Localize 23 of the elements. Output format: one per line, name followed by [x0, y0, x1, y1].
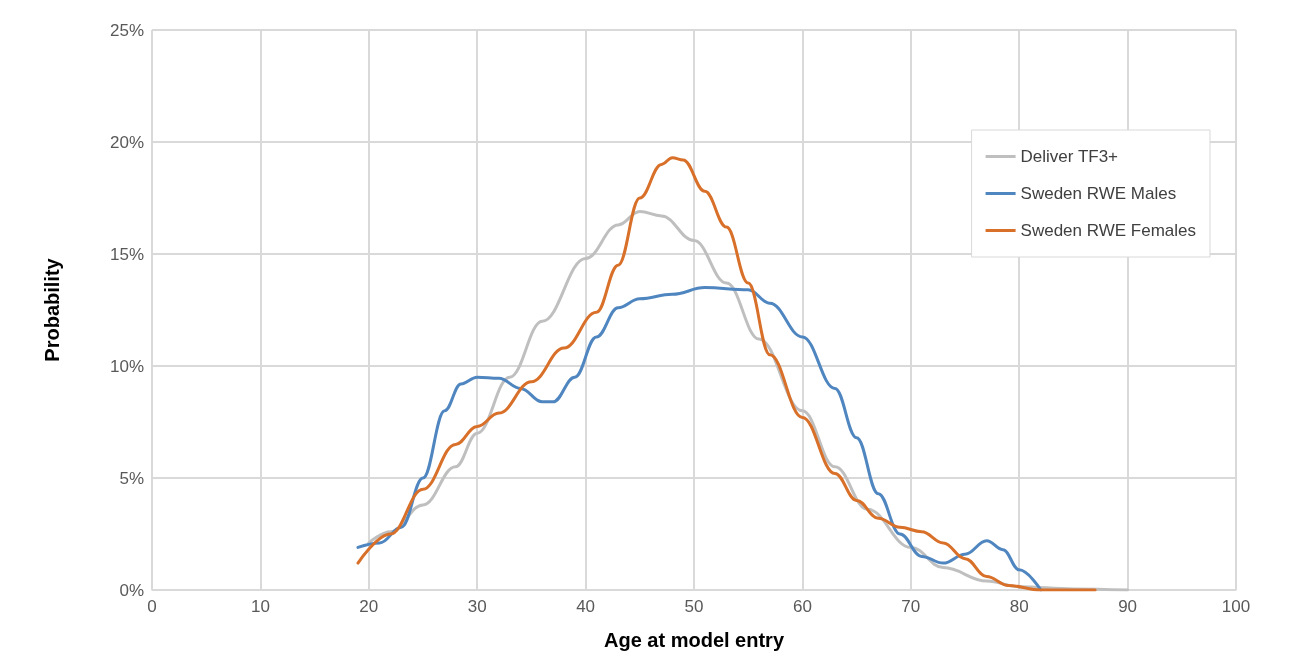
- x-tick-label: 10: [250, 597, 270, 616]
- x-tick-label: 30: [467, 597, 487, 616]
- y-tick-label: 25%: [109, 20, 144, 40]
- y-tick-label: 15%: [109, 244, 144, 264]
- x-axis-title: Age at model entry: [603, 629, 785, 651]
- y-tick-label: 10%: [109, 356, 144, 376]
- legend-label: Deliver TF3+: [1020, 147, 1119, 166]
- x-tick-label: 40: [576, 597, 596, 616]
- x-tick-label: 0: [147, 597, 157, 616]
- y-tick-label: 5%: [119, 468, 144, 488]
- y-tick-label: 0%: [119, 580, 144, 600]
- x-tick-label: 20: [359, 597, 379, 616]
- x-tick-label: 80: [1009, 597, 1029, 616]
- x-tick-label: 50: [684, 597, 704, 616]
- line-series: [356, 286, 1043, 592]
- x-tick-label: 60: [792, 597, 812, 616]
- x-tick-label: 90: [1118, 597, 1138, 616]
- y-axis-title: Probability: [41, 257, 63, 362]
- y-tick-label: 20%: [109, 132, 144, 152]
- legend-label: Sweden RWE Males: [1020, 184, 1177, 203]
- x-tick-label: 70: [901, 597, 921, 616]
- x-tick-label: 100: [1221, 597, 1251, 616]
- legend-label: Sweden RWE Females: [1020, 221, 1196, 240]
